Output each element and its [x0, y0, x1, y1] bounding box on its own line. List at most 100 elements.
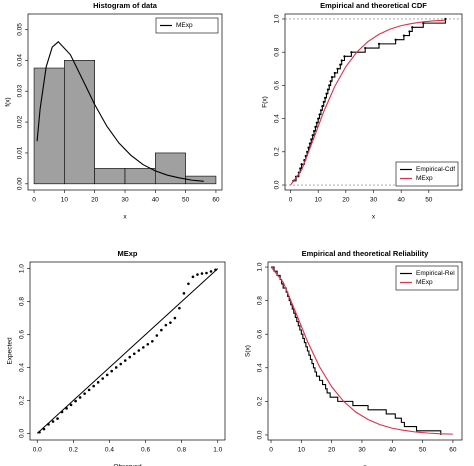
y-axis-label: f(x): [5, 97, 12, 106]
series-point: [321, 105, 324, 108]
series-point: [377, 42, 381, 45]
y-tick-label: 0.02: [17, 115, 24, 128]
x-tick-label: 30: [370, 197, 378, 204]
series-point: [308, 142, 311, 145]
x-tick-label: 50: [419, 447, 427, 454]
scatter-point: [209, 270, 213, 273]
series-point: [408, 30, 411, 33]
y-tick-label: 0.8: [257, 296, 264, 305]
x-tick-label: 0.0: [33, 447, 42, 454]
y-tick-label: 0.8: [19, 297, 26, 306]
histogram-bar: [155, 152, 186, 185]
series-point: [328, 84, 331, 87]
scatter-point: [119, 362, 123, 366]
x-tick-label: 20: [328, 447, 336, 454]
scatter-point: [87, 388, 91, 392]
x-tick-label: 0.4: [105, 447, 114, 454]
panel: Empirical and theoretical CDF x F(x) 0 10 20 3…: [262, 1, 463, 221]
scatter-point: [51, 420, 55, 423]
legend-box: [395, 161, 459, 187]
scatter-point: [83, 392, 86, 395]
scatter-point: [164, 323, 168, 327]
plot-frame: [284, 13, 463, 191]
x-tick-label: 0: [269, 447, 273, 454]
x-tick-label: 40: [389, 447, 397, 454]
y-axis-label: S(x): [245, 345, 252, 357]
series-point: [307, 146, 310, 149]
scatter-point: [65, 407, 68, 410]
x-tick-label: 10: [315, 197, 323, 204]
scatter-point: [60, 410, 64, 414]
x-tick-label: 50: [425, 197, 433, 204]
series-point: [318, 113, 321, 116]
series-point: [364, 46, 367, 50]
panel: MExp Observed Expected 0.0 0.2 0.4 0.6 0.8 1.0 0.…: [7, 249, 226, 466]
series-point: [326, 88, 329, 91]
scatter-point: [187, 282, 190, 286]
scatter-point: [214, 268, 217, 272]
series-point: [314, 125, 317, 129]
scatter-point: [56, 417, 59, 420]
scatter-point: [155, 334, 159, 337]
plot-frame: [267, 261, 463, 441]
scatter-point: [114, 366, 118, 369]
x-tick-label: 10: [61, 197, 69, 204]
series-point: [394, 38, 397, 41]
x-tick-label: 40: [398, 197, 406, 204]
y-tick-label: 1.0: [274, 14, 281, 23]
x-axis-label: x: [372, 214, 376, 221]
x-tick-label: 60: [212, 197, 220, 204]
series-point: [306, 150, 309, 153]
series-point: [310, 138, 313, 141]
scatter-point: [160, 328, 163, 332]
histogram-bar: [124, 168, 156, 185]
legend-box: [395, 265, 459, 291]
series-point: [300, 163, 303, 166]
x-tick-label: 0: [32, 197, 36, 204]
legend-label: Empirical-Rel: [416, 270, 455, 277]
x-tick-label: 40: [152, 197, 160, 204]
x-tick-label: 0.8: [177, 447, 186, 454]
series-line: [270, 266, 453, 435]
x-tick-label: 20: [342, 197, 350, 204]
y-tick-label: 0.0: [19, 429, 26, 438]
scatter-point: [69, 403, 73, 407]
legend-label: MExp: [176, 22, 193, 29]
scatter-point: [146, 342, 150, 346]
y-axis-label: Expected: [7, 337, 14, 364]
scatter-point: [191, 275, 195, 279]
histogram-bar: [185, 175, 217, 185]
y-tick-label: 0.01: [17, 146, 24, 159]
y-tick-label: 0.0: [257, 430, 264, 439]
panel-title: Empirical and theoretical CDF: [320, 1, 427, 10]
histogram-bar: [33, 67, 65, 185]
x-tick-label: 60: [449, 447, 457, 454]
series-point: [319, 109, 323, 112]
scatter-point: [38, 430, 41, 434]
plot-frame: [27, 13, 223, 191]
y-tick-label: 0.2: [274, 147, 281, 156]
x-axis-label: x: [123, 214, 127, 221]
y-tick-label: 0.6: [19, 330, 26, 339]
series-point: [329, 80, 332, 83]
panel-title: MExp: [117, 249, 137, 258]
y-tick-label: 0.0: [274, 180, 281, 189]
series-point: [315, 121, 318, 124]
panel: Empirical and theoretical Reliability x S(…: [245, 249, 463, 466]
legend-label: MExp: [416, 175, 433, 182]
y-tick-label: 0.4: [257, 363, 264, 372]
scatter-point: [78, 396, 82, 399]
x-tick-label: 50: [182, 197, 190, 204]
y-tick-label: 0.4: [19, 363, 26, 372]
series-line: [293, 18, 446, 182]
y-tick-label: 0.2: [257, 396, 264, 405]
scatter-point: [110, 369, 114, 373]
series-point: [343, 55, 346, 58]
series-point: [322, 100, 325, 104]
legend-label: MExp: [416, 279, 433, 286]
plot-frame: [29, 261, 226, 441]
scatter-point: [42, 427, 46, 431]
panel-title: Empirical and theoretical Reliability: [302, 249, 430, 258]
scatter-point: [173, 316, 177, 320]
